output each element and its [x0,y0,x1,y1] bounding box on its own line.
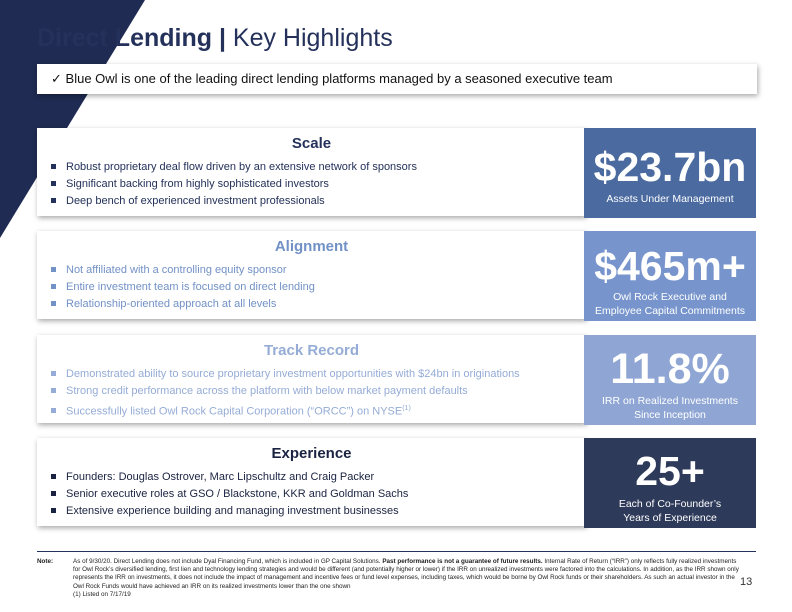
bullet-item: Strong credit performance across the pla… [51,383,520,400]
section-scale: Scale Robust proprietary deal flow drive… [37,128,586,216]
section-alignment: Alignment Not affiliated with a controll… [37,231,586,319]
section-track-record: Track Record Demonstrated ability to sou… [37,335,586,423]
stat-value: $465m+ [594,243,746,289]
bullet-item: Significant backing from highly sophisti… [51,176,417,193]
bullet-item: Founders: Douglas Ostrover, Marc Lipschu… [51,469,408,486]
bullet-item: Relationship-oriented approach at all le… [51,296,315,313]
section-experience: Experience Founders: Douglas Ostrover, M… [37,438,586,526]
stat-value: $23.7bn [593,144,747,190]
stat-caption-line1: IRR on Realized Investments [602,395,738,407]
note-label: Note: [37,558,54,565]
page-title-rest: Key Highlights [225,24,393,52]
stat-box-scale: $23.7bn Assets Under Management [584,128,756,218]
section-heading: Alignment [274,238,349,255]
bullet-item: Extensive experience building and managi… [51,503,408,520]
page-title: Direct Lending | Key Highlights [37,24,393,53]
stat-box-experience: 25+ Each of Co-Founder’s Years of Experi… [584,438,756,528]
stat-box-track-record: 11.8% IRR on Realized Investments Since … [584,335,756,425]
stat-value: 25+ [635,448,705,494]
stat-caption: Assets Under Management [606,193,734,205]
footer-divider [37,551,756,552]
footnote-mark: (1) [402,405,411,412]
corner-decoration [0,0,145,238]
bullet-item: Deep bench of experienced investment pro… [51,193,417,210]
bullet-item: Successfully listed Owl Rock Capital Cor… [51,400,520,418]
stat-caption-line2: Employee Capital Commitments [595,305,745,317]
page-title-bold: Direct Lending | [37,24,226,52]
bullet-item: Demonstrated ability to source proprieta… [51,366,520,383]
section-heading: Track Record [263,342,360,359]
stat-caption-line1: Each of Co-Founder’s [618,498,722,510]
banner-text: Blue Owl is one of the leading direct le… [65,71,613,86]
stat-box-alignment: $465m+ Owl Rock Executive and Employee C… [584,231,756,321]
bullet-item: Senior executive roles at GSO / Blacksto… [51,486,408,503]
summary-banner: ✓ Blue Owl is one of the leading direct … [37,64,757,94]
stat-caption-line1: Owl Rock Executive and [613,291,727,303]
section-heading: Experience [271,445,352,462]
bullet-item: Not affiliated with a controlling equity… [51,262,315,279]
footnote-listing: (1) Listed on 7/17/19 [73,590,131,598]
stat-value: 11.8% [610,345,730,393]
stat-caption-line2: Years of Experience [623,512,717,524]
check-icon: ✓ [51,71,62,86]
section-heading: Scale [291,135,332,152]
stat-caption-line2: Since Inception [634,409,706,421]
bullet-item: Entire investment team is focused on dir… [51,279,315,296]
page-number: 13 [740,576,753,588]
note-text: As of 9/30/20. Direct Lending does not i… [73,558,739,598]
bullet-item: Robust proprietary deal flow driven by a… [51,159,417,176]
